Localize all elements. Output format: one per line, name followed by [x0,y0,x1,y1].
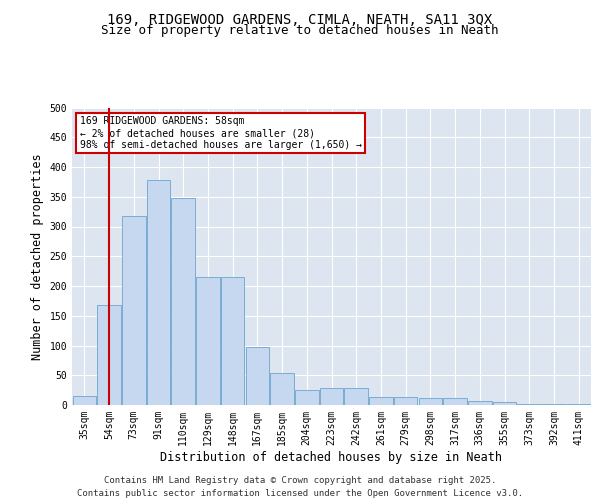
Bar [468,401,491,405]
Bar [196,277,220,405]
Bar [394,398,418,405]
Bar [542,404,566,405]
Bar [172,198,195,405]
Bar [122,216,146,405]
Text: 169, RIDGEWOOD GARDENS, CIMLA, NEATH, SA11 3QX: 169, RIDGEWOOD GARDENS, CIMLA, NEATH, SA… [107,12,493,26]
Bar [517,404,541,405]
X-axis label: Distribution of detached houses by size in Neath: Distribution of detached houses by size … [161,450,503,464]
Bar [147,180,170,405]
Y-axis label: Number of detached properties: Number of detached properties [31,153,44,360]
Bar [97,305,121,405]
Bar [493,402,516,405]
Bar [245,348,269,405]
Bar [369,398,392,405]
Bar [320,388,343,405]
Bar [419,398,442,405]
Bar [221,277,244,405]
Text: 169 RIDGEWOOD GARDENS: 58sqm
← 2% of detached houses are smaller (28)
98% of sem: 169 RIDGEWOOD GARDENS: 58sqm ← 2% of det… [80,116,362,150]
Text: Contains HM Land Registry data © Crown copyright and database right 2025.
Contai: Contains HM Land Registry data © Crown c… [77,476,523,498]
Bar [567,404,590,405]
Text: Size of property relative to detached houses in Neath: Size of property relative to detached ho… [101,24,499,37]
Bar [271,374,294,405]
Bar [73,396,96,405]
Bar [443,398,467,405]
Bar [344,388,368,405]
Bar [295,390,319,405]
